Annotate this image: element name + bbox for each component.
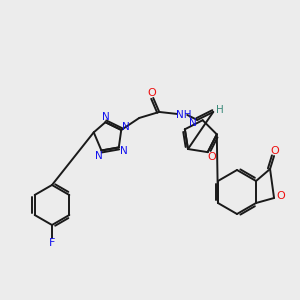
Text: O: O bbox=[271, 146, 279, 156]
Text: O: O bbox=[207, 152, 216, 162]
Text: H: H bbox=[216, 105, 224, 115]
Text: O: O bbox=[148, 88, 157, 98]
Text: O: O bbox=[277, 191, 285, 201]
Text: N: N bbox=[189, 118, 197, 128]
Text: NH: NH bbox=[176, 110, 192, 120]
Text: N: N bbox=[122, 122, 130, 132]
Text: N: N bbox=[101, 112, 109, 122]
Text: N: N bbox=[120, 146, 128, 156]
Text: F: F bbox=[49, 238, 55, 248]
Text: N: N bbox=[94, 152, 102, 161]
